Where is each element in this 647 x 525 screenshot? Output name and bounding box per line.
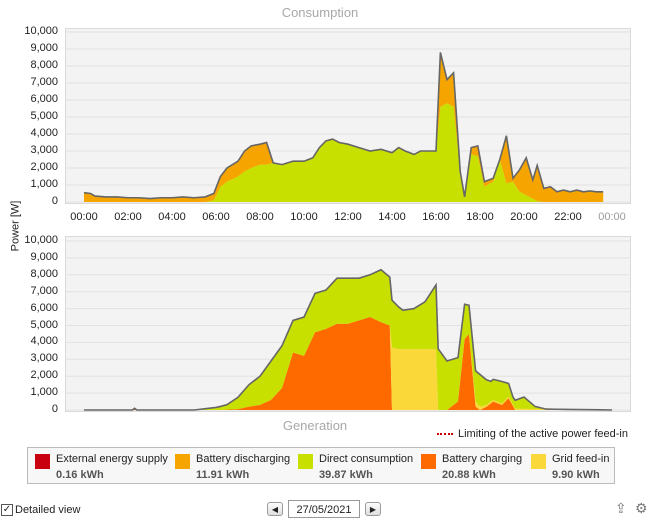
consumption-y-tick: 7,000 (30, 76, 58, 88)
generation-y-tick: 5,000 (30, 318, 58, 331)
legend-label: External energy supply (56, 453, 168, 465)
legend-label: Battery charging (442, 453, 523, 465)
limit-note: Limiting of the active power feed-in (437, 428, 628, 440)
consumption-y-tick: 2,000 (30, 161, 58, 173)
consumption-y-tick: 10,000 (24, 25, 58, 37)
legend-swatch (421, 454, 436, 469)
consumption-x-tick: 16:00 (422, 211, 450, 223)
consumption-x-tick: 04:00 (158, 211, 186, 223)
consumption-y-tick: 0 (51, 195, 58, 207)
detailed-view-label[interactable]: Detailed view (15, 504, 81, 516)
consumption-x-tick: 10:00 (290, 211, 318, 223)
generation-y-tick: 4,000 (30, 335, 58, 348)
generation-title: Generation (282, 418, 348, 433)
generation-y-tick: 8,000 (30, 267, 58, 280)
generation-y-tick: 2,000 (30, 369, 58, 382)
consumption-x-tick: 06:00 (202, 211, 230, 223)
consumption-y-tick: 9,000 (30, 42, 58, 54)
consumption-y-tick: 3,000 (30, 144, 58, 156)
legend-swatch (298, 454, 313, 469)
legend-value: 20.88 kWh (442, 469, 496, 481)
legend-value: 9.90 kWh (552, 469, 600, 481)
legend-value: 0.16 kWh (56, 469, 104, 481)
next-day-button[interactable]: ▶ (365, 502, 381, 516)
bottom-toolbar: ✓ Detailed view ◀ 27/05/2021 ▶ ⇪ ⚙ (0, 497, 647, 525)
dotted-line-icon (437, 433, 453, 435)
limit-note-text: Limiting of the active power feed-in (458, 428, 628, 440)
legend-value: 39.87 kWh (319, 469, 373, 481)
legend-value: 11.91 kWh (196, 469, 250, 481)
generation-y-tick: 6,000 (30, 301, 58, 314)
generation-y-tick: 9,000 (30, 250, 58, 263)
consumption-y-tick: 6,000 (30, 93, 58, 105)
consumption-y-tick: 4,000 (30, 127, 58, 139)
export-icon[interactable]: ⇪ (615, 500, 627, 516)
consumption-y-tick: 1,000 (30, 178, 58, 190)
legend-swatch (35, 454, 50, 469)
generation-y-tick: 10,000 (24, 234, 58, 246)
generation-y-tick: 1,000 (30, 386, 58, 399)
legend-swatch (531, 454, 546, 469)
legend-label: Battery discharging (196, 453, 291, 465)
legend-swatch (175, 454, 190, 469)
consumption-x-tick: 20:00 (510, 211, 538, 223)
consumption-x-tick: 18:00 (466, 211, 494, 223)
legend: External energy supply 0.16 kWh Battery … (27, 447, 615, 484)
consumption-title: Consumption (281, 5, 359, 20)
legend-label: Grid feed-in (552, 453, 610, 465)
settings-icon[interactable]: ⚙ (635, 500, 647, 516)
consumption-x-tick: 00:00 (598, 211, 626, 223)
date-input[interactable]: 27/05/2021 (288, 500, 360, 518)
generation-y-tick: 3,000 (30, 352, 58, 365)
consumption-x-tick: 22:00 (554, 211, 582, 223)
consumption-x-tick: 14:00 (378, 211, 406, 223)
consumption-x-tick: 02:00 (114, 211, 142, 223)
detailed-view-checkbox[interactable]: ✓ (1, 504, 13, 516)
generation-y-tick: 7,000 (30, 284, 58, 297)
arrow-right-icon: ▶ (369, 505, 377, 514)
arrow-left-icon: ◀ (271, 505, 279, 514)
generation-plot-area (65, 236, 631, 412)
legend-label: Direct consumption (319, 453, 414, 465)
consumption-x-tick: 08:00 (246, 211, 274, 223)
consumption-plot-area (65, 28, 631, 204)
consumption-y-tick: 8,000 (30, 59, 58, 71)
previous-day-button[interactable]: ◀ (267, 502, 283, 516)
consumption-y-tick: 5,000 (30, 110, 58, 122)
consumption-x-tick: 00:00 (70, 211, 98, 223)
consumption-x-tick: 12:00 (334, 211, 362, 223)
generation-y-tick: 0 (51, 403, 58, 415)
